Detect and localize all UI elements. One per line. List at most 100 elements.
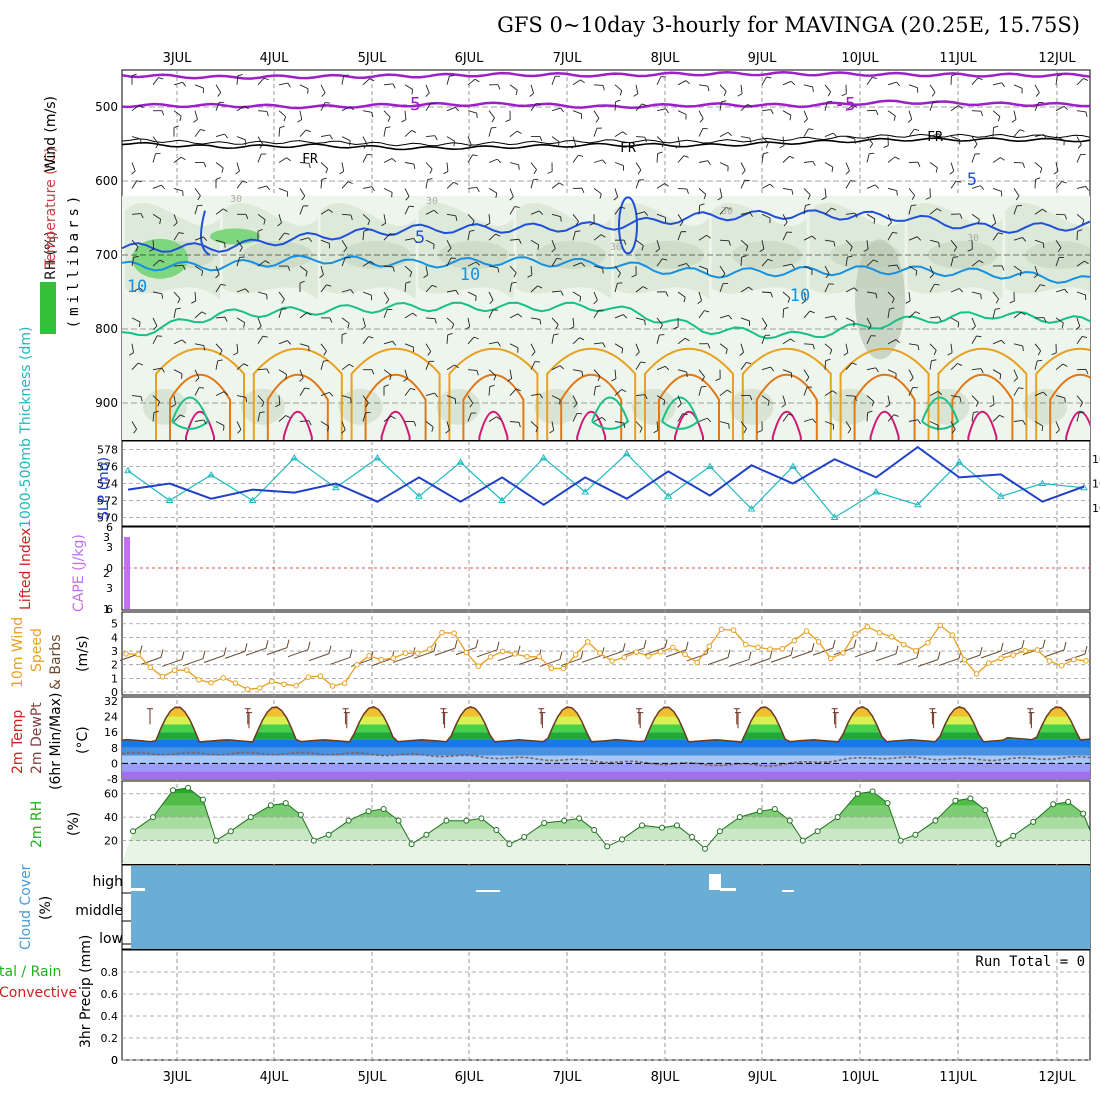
- wind-barb-flag: [739, 352, 744, 356]
- wind-barb-flag: [728, 240, 731, 246]
- wind-barb-flag: [958, 288, 964, 293]
- wind-barb: [635, 317, 645, 321]
- wind-barb-flag: [971, 325, 976, 330]
- wind-barb-flag: [203, 345, 206, 351]
- wind-barb: [614, 162, 624, 167]
- wind-barb: [656, 258, 663, 267]
- wind-barb-flag: [999, 374, 1002, 380]
- wind-barb-flag: [867, 325, 872, 330]
- wind-barb-flag: [139, 321, 141, 328]
- wind-barb-flag: [707, 160, 711, 166]
- wind-barb-flag: [223, 391, 229, 396]
- wind-barb: [425, 209, 435, 215]
- wind-barb-flag: [182, 265, 186, 270]
- wind-barb-flag: [1083, 78, 1089, 81]
- wind-barb-flag: [1019, 271, 1022, 277]
- wind-barb: [803, 291, 807, 301]
- wind-barb-flag: [281, 298, 285, 304]
- wind-barb-flag: [203, 162, 207, 168]
- wind-barb-flag: [244, 105, 249, 110]
- wind-barb-flag: [602, 85, 605, 91]
- wind-barb: [131, 287, 141, 293]
- wind-barb-flag: [657, 151, 663, 154]
- wind-barb-flag: [581, 262, 586, 267]
- wind-barb: [488, 369, 496, 377]
- temp-band: [122, 706, 1090, 709]
- wind-barb-flag: [956, 180, 962, 183]
- wind-barb: [614, 188, 619, 198]
- contour-label: 30: [967, 233, 979, 244]
- wind-barb-flag: [411, 130, 417, 134]
- wind-barb: [1055, 317, 1064, 324]
- wind-barb-flag: [157, 335, 163, 337]
- wind-barb-flag: [701, 376, 705, 382]
- wind-barb-flag: [159, 218, 162, 225]
- wind10-point: [354, 661, 360, 668]
- wind-barb-flag: [704, 310, 710, 313]
- wind-barb-flag: [135, 246, 139, 252]
- wind10-barb-flag: [223, 647, 227, 656]
- wind-barb-flag: [515, 89, 518, 96]
- wind-barb: [215, 265, 220, 275]
- wind-barb: [278, 309, 282, 319]
- thickness-point: [498, 496, 506, 503]
- wind-barb-flag: [748, 286, 753, 291]
- wind-barb-flag: [447, 247, 452, 253]
- wind-barb-flag: [297, 119, 302, 123]
- wind-barb: [257, 291, 267, 295]
- wind-barb-flag: [133, 255, 139, 258]
- wind-tick: 1: [111, 672, 118, 685]
- wind-barb: [215, 360, 219, 370]
- wind-barb-flag: [999, 414, 1005, 418]
- wind-barb: [467, 317, 471, 327]
- wind-barb-flag: [779, 145, 785, 149]
- wind-barb-flag: [661, 142, 665, 148]
- wind10-barb: [392, 654, 414, 663]
- wind10-point: [208, 679, 214, 686]
- wind10-point: [694, 659, 700, 666]
- wind-barb: [593, 234, 602, 241]
- wind-barb-flag: [180, 156, 186, 161]
- date-label-top: 6JUL: [455, 51, 485, 66]
- wind10-barb: [791, 650, 813, 659]
- wind-barb-flag: [599, 193, 602, 199]
- wind-barb: [194, 84, 204, 89]
- wind-barb-flag: [405, 281, 411, 284]
- wind-barb: [446, 395, 456, 400]
- wind-barb: [131, 421, 138, 430]
- wind-barb: [446, 162, 449, 172]
- wind-barb: [299, 312, 308, 319]
- wind-barb-flag: [497, 341, 501, 347]
- wind-barb-flag: [613, 196, 618, 201]
- wind-barb-flag: [429, 168, 433, 174]
- wind-barb: [488, 291, 494, 301]
- wind-barb: [257, 395, 265, 403]
- wind-barb: [152, 184, 162, 189]
- wind-barb-flag: [832, 390, 837, 394]
- wind-barb-flag: [405, 196, 410, 201]
- wind-barb-flag: [1000, 339, 1006, 345]
- wind10-point: [1010, 652, 1016, 658]
- wind-barb-flag: [759, 248, 765, 253]
- thickness-tick: 578: [97, 444, 118, 457]
- temp-loop: [364, 373, 427, 440]
- wind-barb: [215, 208, 224, 215]
- rh-point: [799, 837, 806, 844]
- wind-barb: [908, 188, 916, 196]
- wind-barb: [908, 291, 911, 301]
- wind10-barb-flag: [1042, 639, 1046, 648]
- wind-barb: [425, 179, 429, 189]
- wind-barb: [593, 127, 598, 137]
- wind-barb: [971, 291, 981, 295]
- wind-barb: [1034, 343, 1042, 352]
- wind-barb: [509, 283, 513, 293]
- wind-barb: [1034, 284, 1041, 293]
- wind-barb-flag: [1037, 350, 1042, 356]
- wind-barb: [257, 368, 268, 371]
- wind-barb: [572, 291, 581, 298]
- wind-barb: [1034, 239, 1044, 244]
- wind10-barb: [203, 655, 225, 663]
- wind-barb: [719, 188, 723, 198]
- wind-barb: [1076, 185, 1086, 189]
- ylabel-slp: SLP (mb): [96, 457, 112, 520]
